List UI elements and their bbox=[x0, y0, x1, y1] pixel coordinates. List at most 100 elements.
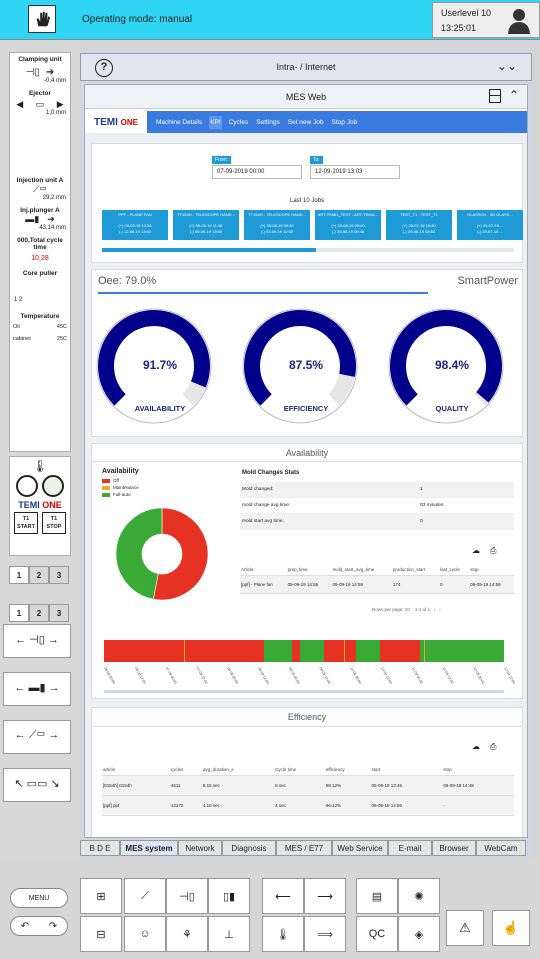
job-card[interactable]: PPF - PLANE FAN (+) 09-09-19 13:56 (-) 12-… bbox=[102, 210, 168, 240]
print-icon[interactable]: ⎙ bbox=[490, 742, 497, 751]
job-card[interactable]: TEST_T1 - TEST_T1 (+) 29-07-19 15:40 (-) 2… bbox=[386, 210, 452, 240]
temp-icon[interactable]: 🌡 bbox=[262, 916, 304, 952]
t1-start-button[interactable]: T1 START bbox=[14, 512, 38, 534]
job-card[interactable]: ART-TEMI1_TEST - ART-TEMI1... (+) 29-08-1… bbox=[315, 210, 381, 240]
clamp-icon[interactable]: ⊣▯ bbox=[166, 878, 208, 914]
plunger-move-button[interactable]: ← ▬▮ → bbox=[3, 672, 71, 706]
left-tab-1[interactable]: 1 bbox=[9, 566, 29, 584]
column-header[interactable]: stop bbox=[442, 764, 514, 776]
column-header[interactable]: article bbox=[102, 764, 170, 776]
plunger-move-icon: ← ▬▮ → bbox=[14, 682, 60, 694]
download-icon[interactable]: ☁ bbox=[472, 742, 480, 751]
heater-icon[interactable] bbox=[42, 475, 64, 497]
tab-e-mail[interactable]: E-mail bbox=[388, 840, 432, 856]
prev-page-icon[interactable]: ‹ bbox=[433, 607, 436, 612]
heat-minus-icon[interactable]: ⟶ bbox=[304, 878, 346, 914]
table-row[interactable]: [ppf] - Plane fan 09-09-19 14:56 09-09-19 … bbox=[240, 575, 514, 594]
column-header[interactable]: production_start bbox=[391, 564, 440, 576]
injection-icon[interactable]: ⟋ bbox=[124, 878, 166, 914]
ejector-icon[interactable]: ▯▮ bbox=[208, 878, 250, 914]
column-header[interactable]: efficiency bbox=[324, 764, 371, 776]
table-cell: 98.12% bbox=[324, 775, 371, 796]
target-icon[interactable] bbox=[16, 475, 38, 497]
mold-height-icon[interactable]: ⊟ bbox=[80, 916, 122, 952]
nozzle-move-button[interactable]: ↖ ▭▭ ↘ bbox=[3, 768, 71, 802]
table-row[interactable]: [tt154h] tt154h 4611 8.15 sec 8 sec 98.12% 05… bbox=[102, 775, 514, 796]
column-header[interactable]: mold_start_avg_time bbox=[331, 564, 392, 576]
timeline-segment bbox=[380, 640, 420, 662]
tab-mes-system[interactable]: MES system bbox=[120, 840, 178, 856]
nav-stop-job[interactable]: Stop Job bbox=[331, 118, 358, 126]
robot-icon[interactable]: ☺ bbox=[124, 916, 166, 952]
diamond-icon[interactable]: ◈ bbox=[398, 916, 440, 952]
gauge-value: 98.4% bbox=[434, 358, 470, 372]
column-header[interactable]: prep_time bbox=[286, 564, 332, 576]
timeline-tick: 11-09 12:00 bbox=[442, 667, 455, 685]
cabinet-label: cabinet bbox=[13, 336, 31, 342]
left-tab2-1[interactable]: 1 bbox=[9, 604, 29, 622]
tab-diagnosis[interactable]: Diagnosis bbox=[222, 840, 276, 856]
job-card[interactable]: TT154H - TELESCOPE HAND... (+) 05-09-19 1… bbox=[173, 210, 239, 240]
column-header[interactable]: stop bbox=[469, 564, 514, 576]
next-page-icon[interactable]: › bbox=[439, 607, 441, 612]
efficiency-title: Efficiency bbox=[287, 712, 327, 722]
help-icon[interactable]: ? bbox=[95, 59, 113, 77]
undo-icon[interactable]: ↶ bbox=[20, 920, 30, 932]
left-tab2-3[interactable]: 3 bbox=[49, 604, 69, 622]
print-icon[interactable]: ⎙ bbox=[490, 546, 497, 555]
nav-cycles[interactable]: Cycles bbox=[228, 118, 249, 126]
mes-title-bar: MES Web ⌃ bbox=[85, 85, 527, 109]
qc-icon[interactable]: QC bbox=[356, 916, 398, 952]
user-box[interactable]: Userlevel 10 13:25:01 bbox=[432, 2, 540, 38]
job-card[interactable]: TT154H - TELESCOPE HAND... (+) 30-08-19 0… bbox=[244, 210, 310, 240]
layout-icon[interactable] bbox=[489, 89, 501, 103]
menu-button[interactable]: MENU bbox=[10, 888, 68, 908]
tab-web-service[interactable]: Web Service bbox=[332, 840, 388, 856]
hand-mode-icon[interactable] bbox=[28, 5, 56, 33]
left-tab-2[interactable]: 2 bbox=[29, 566, 49, 584]
mold-row: mold start avg time: 0 bbox=[240, 514, 514, 530]
jobs-scrollbar[interactable] bbox=[102, 248, 514, 252]
mold-open-icon[interactable]: ⊞ bbox=[80, 878, 122, 914]
clamp-move-button[interactable]: ← ⊣▯ → bbox=[3, 624, 71, 658]
column-header[interactable]: avg_duration_s bbox=[201, 764, 275, 776]
download-icon[interactable]: ☁ bbox=[472, 546, 480, 555]
from-input[interactable]: 07-09-2019 00:00 bbox=[212, 165, 302, 179]
valve-icon[interactable]: ⊥ bbox=[208, 916, 250, 952]
left-tab-3[interactable]: 3 bbox=[49, 566, 69, 584]
nozzle-icon[interactable]: ⟹ bbox=[304, 916, 346, 952]
tab-network[interactable]: Network bbox=[178, 840, 222, 856]
core-icon[interactable]: ⚘ bbox=[166, 916, 208, 952]
tab-browser[interactable]: Browser bbox=[432, 840, 476, 856]
job-t: TT154H - TELESCOPE HAND... bbox=[177, 212, 235, 217]
injection-move-button[interactable]: ← ⟋▭ → bbox=[3, 720, 71, 754]
to-input[interactable]: 12-09-2019 13:03 bbox=[310, 165, 400, 179]
arrow-left-icon: ◀ bbox=[16, 99, 24, 109]
rows-per-page-select[interactable]: 10 bbox=[404, 607, 410, 612]
conveyor-icon[interactable]: ▤ bbox=[356, 878, 398, 914]
column-header[interactable]: last_cycle bbox=[439, 564, 470, 576]
column-header[interactable]: Cycle time bbox=[274, 764, 325, 776]
job-card[interactable]: GLASSCH - 3D GLASS... (+) 29-07-19 ... (-)… bbox=[457, 210, 523, 240]
nav-kpi[interactable]: KPI bbox=[209, 115, 222, 129]
tab-mes-e77[interactable]: MES / E77 bbox=[276, 840, 332, 856]
warning-icon[interactable]: ⚠ bbox=[446, 910, 484, 946]
tab-webcam[interactable]: WebCam bbox=[476, 840, 526, 856]
column-header[interactable]: start bbox=[370, 764, 443, 776]
chevron-up-icon[interactable]: ⌃ bbox=[508, 88, 519, 102]
nav-machine-details[interactable]: Machine Details bbox=[156, 118, 203, 126]
column-header[interactable]: Article bbox=[240, 564, 287, 576]
nav-settings[interactable]: Settings bbox=[256, 118, 280, 126]
nav-set-new-job[interactable]: Set new Job bbox=[287, 118, 324, 126]
lamp-icon[interactable]: ✺ bbox=[398, 878, 440, 914]
table-row[interactable]: [ppf] ppf 13172 4.16 sec 4 sec 96.12% 09-09-1… bbox=[102, 795, 514, 816]
tab-b-d-e[interactable]: B D E bbox=[80, 840, 120, 856]
heat-plus-icon[interactable]: ⟵ bbox=[262, 878, 304, 914]
column-header[interactable]: cycles bbox=[169, 764, 202, 776]
gauges bbox=[96, 308, 504, 424]
t1-stop-button[interactable]: T1 STOP bbox=[42, 512, 66, 534]
chevron-down-icon[interactable]: ⌄⌄ bbox=[496, 59, 517, 73]
redo-icon[interactable]: ↷ bbox=[48, 920, 58, 932]
left-tab2-2[interactable]: 2 bbox=[29, 604, 49, 622]
touch-icon[interactable]: ☝ bbox=[492, 910, 530, 946]
